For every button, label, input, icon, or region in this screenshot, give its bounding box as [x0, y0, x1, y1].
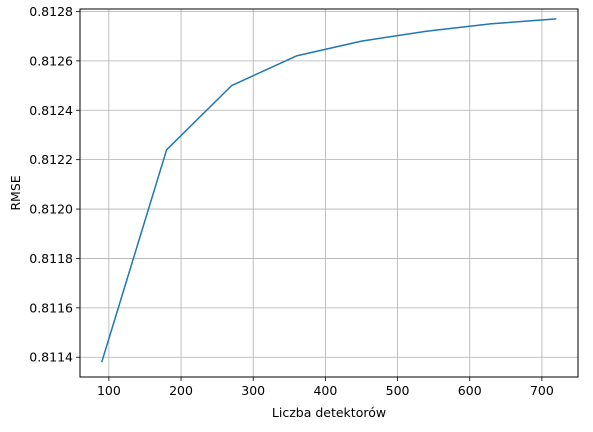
x-axis-title: Liczba detektorów [272, 405, 386, 420]
y-tick-label: 0.8120 [29, 202, 73, 217]
series-line [100, 18, 557, 363]
x-tick-label: 300 [241, 383, 265, 398]
grid-lines [80, 9, 578, 377]
x-tick-label: 200 [169, 383, 193, 398]
x-tick-label: 500 [386, 383, 410, 398]
y-tick-label: 0.8118 [29, 251, 73, 266]
y-tick-label: 0.8122 [29, 152, 73, 167]
y-axis-title: RMSE [8, 175, 23, 210]
axis-ticks: 100 200 300 400 500 600 700 0.8114 0.8116 0.8118 0… [29, 4, 554, 398]
x-tick-label: 100 [97, 383, 121, 398]
x-tick-label: 700 [530, 383, 554, 398]
y-tick-label: 0.8116 [29, 300, 73, 315]
y-tick-label: 0.8114 [29, 350, 73, 365]
y-tick-label: 0.8126 [29, 53, 73, 68]
y-tick-label: 0.8124 [29, 103, 73, 118]
x-tick-label: 400 [313, 383, 337, 398]
x-tick-label: 600 [458, 383, 482, 398]
y-tick-label: 0.8128 [29, 4, 73, 19]
plot-frame [79, 8, 579, 378]
series-layer [100, 18, 557, 363]
